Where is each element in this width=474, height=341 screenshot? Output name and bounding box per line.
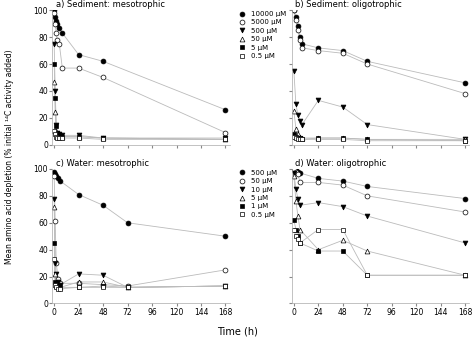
Text: b) Sediment: oligotrophic: b) Sediment: oligotrophic — [295, 0, 402, 9]
Text: d) Water: oligotrophic: d) Water: oligotrophic — [295, 159, 387, 168]
Text: Mean amino acid depletion (% initial ¹⁴C activity added): Mean amino acid depletion (% initial ¹⁴C… — [5, 49, 14, 264]
Text: Time (h): Time (h) — [217, 326, 257, 336]
Legend: 10000 μM, 5000 μM, 500 μM, 50 μM, 5 μM, 0.5 μM: 10000 μM, 5000 μM, 500 μM, 50 μM, 5 μM, … — [235, 11, 286, 59]
Text: c) Water: mesotrophic: c) Water: mesotrophic — [55, 159, 149, 168]
Legend: 500 μM, 50 μM, 10 μM, 5 μM, 1 μM, 0.5 μM: 500 μM, 50 μM, 10 μM, 5 μM, 1 μM, 0.5 μM — [235, 170, 277, 218]
Text: a) Sediment: mesotrophic: a) Sediment: mesotrophic — [55, 0, 164, 9]
